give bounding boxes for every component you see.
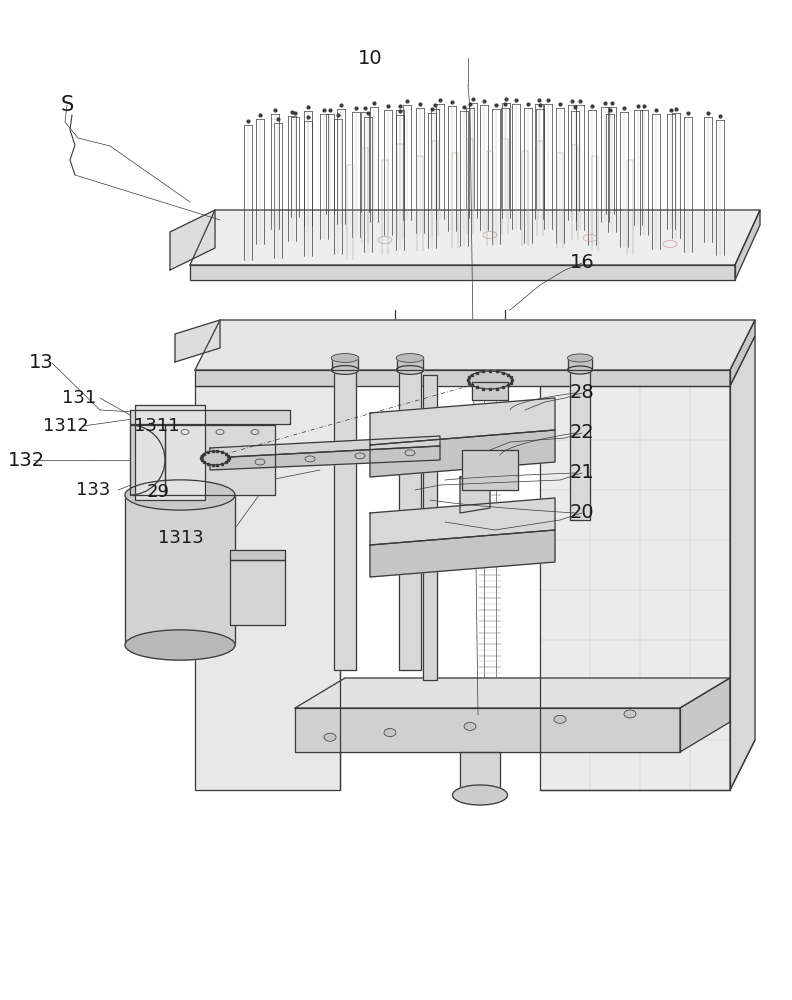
Polygon shape (680, 678, 730, 752)
Ellipse shape (452, 785, 508, 805)
Polygon shape (130, 410, 290, 424)
Ellipse shape (464, 722, 476, 730)
Ellipse shape (324, 733, 336, 741)
Polygon shape (399, 370, 421, 670)
Text: S: S (61, 95, 74, 115)
Polygon shape (730, 320, 755, 386)
Polygon shape (295, 678, 730, 708)
Polygon shape (210, 446, 440, 470)
Ellipse shape (331, 354, 359, 362)
Text: 1312: 1312 (43, 417, 89, 435)
Ellipse shape (568, 354, 592, 362)
Polygon shape (334, 370, 356, 670)
Polygon shape (175, 320, 220, 362)
Polygon shape (423, 375, 437, 680)
Ellipse shape (624, 710, 636, 718)
Text: 10: 10 (358, 48, 383, 68)
Text: 22: 22 (569, 424, 595, 442)
Text: 20: 20 (569, 504, 595, 522)
Ellipse shape (568, 366, 592, 374)
Text: 29: 29 (147, 483, 170, 501)
Polygon shape (370, 430, 555, 477)
Ellipse shape (396, 354, 424, 362)
Text: 1313: 1313 (158, 529, 204, 547)
Polygon shape (397, 358, 423, 370)
Polygon shape (190, 265, 735, 280)
Polygon shape (370, 530, 555, 577)
Text: 132: 132 (8, 450, 44, 470)
Ellipse shape (125, 480, 235, 510)
Polygon shape (735, 210, 760, 280)
Text: 133: 133 (76, 481, 111, 499)
Polygon shape (370, 498, 555, 545)
Ellipse shape (396, 366, 424, 374)
Text: 21: 21 (569, 464, 595, 483)
Polygon shape (195, 320, 755, 370)
Polygon shape (230, 550, 285, 560)
Text: 131: 131 (62, 389, 97, 407)
Ellipse shape (201, 451, 229, 465)
Polygon shape (190, 210, 760, 265)
Polygon shape (730, 336, 755, 790)
Polygon shape (135, 405, 205, 500)
Ellipse shape (468, 371, 512, 389)
Polygon shape (125, 495, 235, 645)
Text: 13: 13 (29, 354, 54, 372)
Polygon shape (195, 370, 730, 386)
Polygon shape (472, 382, 508, 400)
Polygon shape (295, 708, 680, 752)
Text: 28: 28 (569, 383, 595, 402)
Text: 1311: 1311 (134, 417, 180, 435)
Polygon shape (210, 436, 440, 458)
Polygon shape (570, 370, 590, 520)
Polygon shape (540, 386, 730, 790)
Polygon shape (460, 752, 500, 795)
Text: 16: 16 (569, 253, 595, 272)
Ellipse shape (384, 729, 396, 737)
Polygon shape (230, 560, 285, 625)
Ellipse shape (554, 715, 566, 723)
Polygon shape (568, 358, 592, 370)
Polygon shape (462, 450, 518, 490)
Polygon shape (195, 386, 340, 790)
Ellipse shape (331, 366, 359, 374)
Polygon shape (170, 210, 215, 270)
Polygon shape (460, 472, 490, 513)
Polygon shape (370, 398, 555, 445)
Polygon shape (130, 425, 165, 495)
Ellipse shape (125, 630, 235, 660)
Polygon shape (165, 425, 275, 495)
Polygon shape (332, 358, 358, 370)
